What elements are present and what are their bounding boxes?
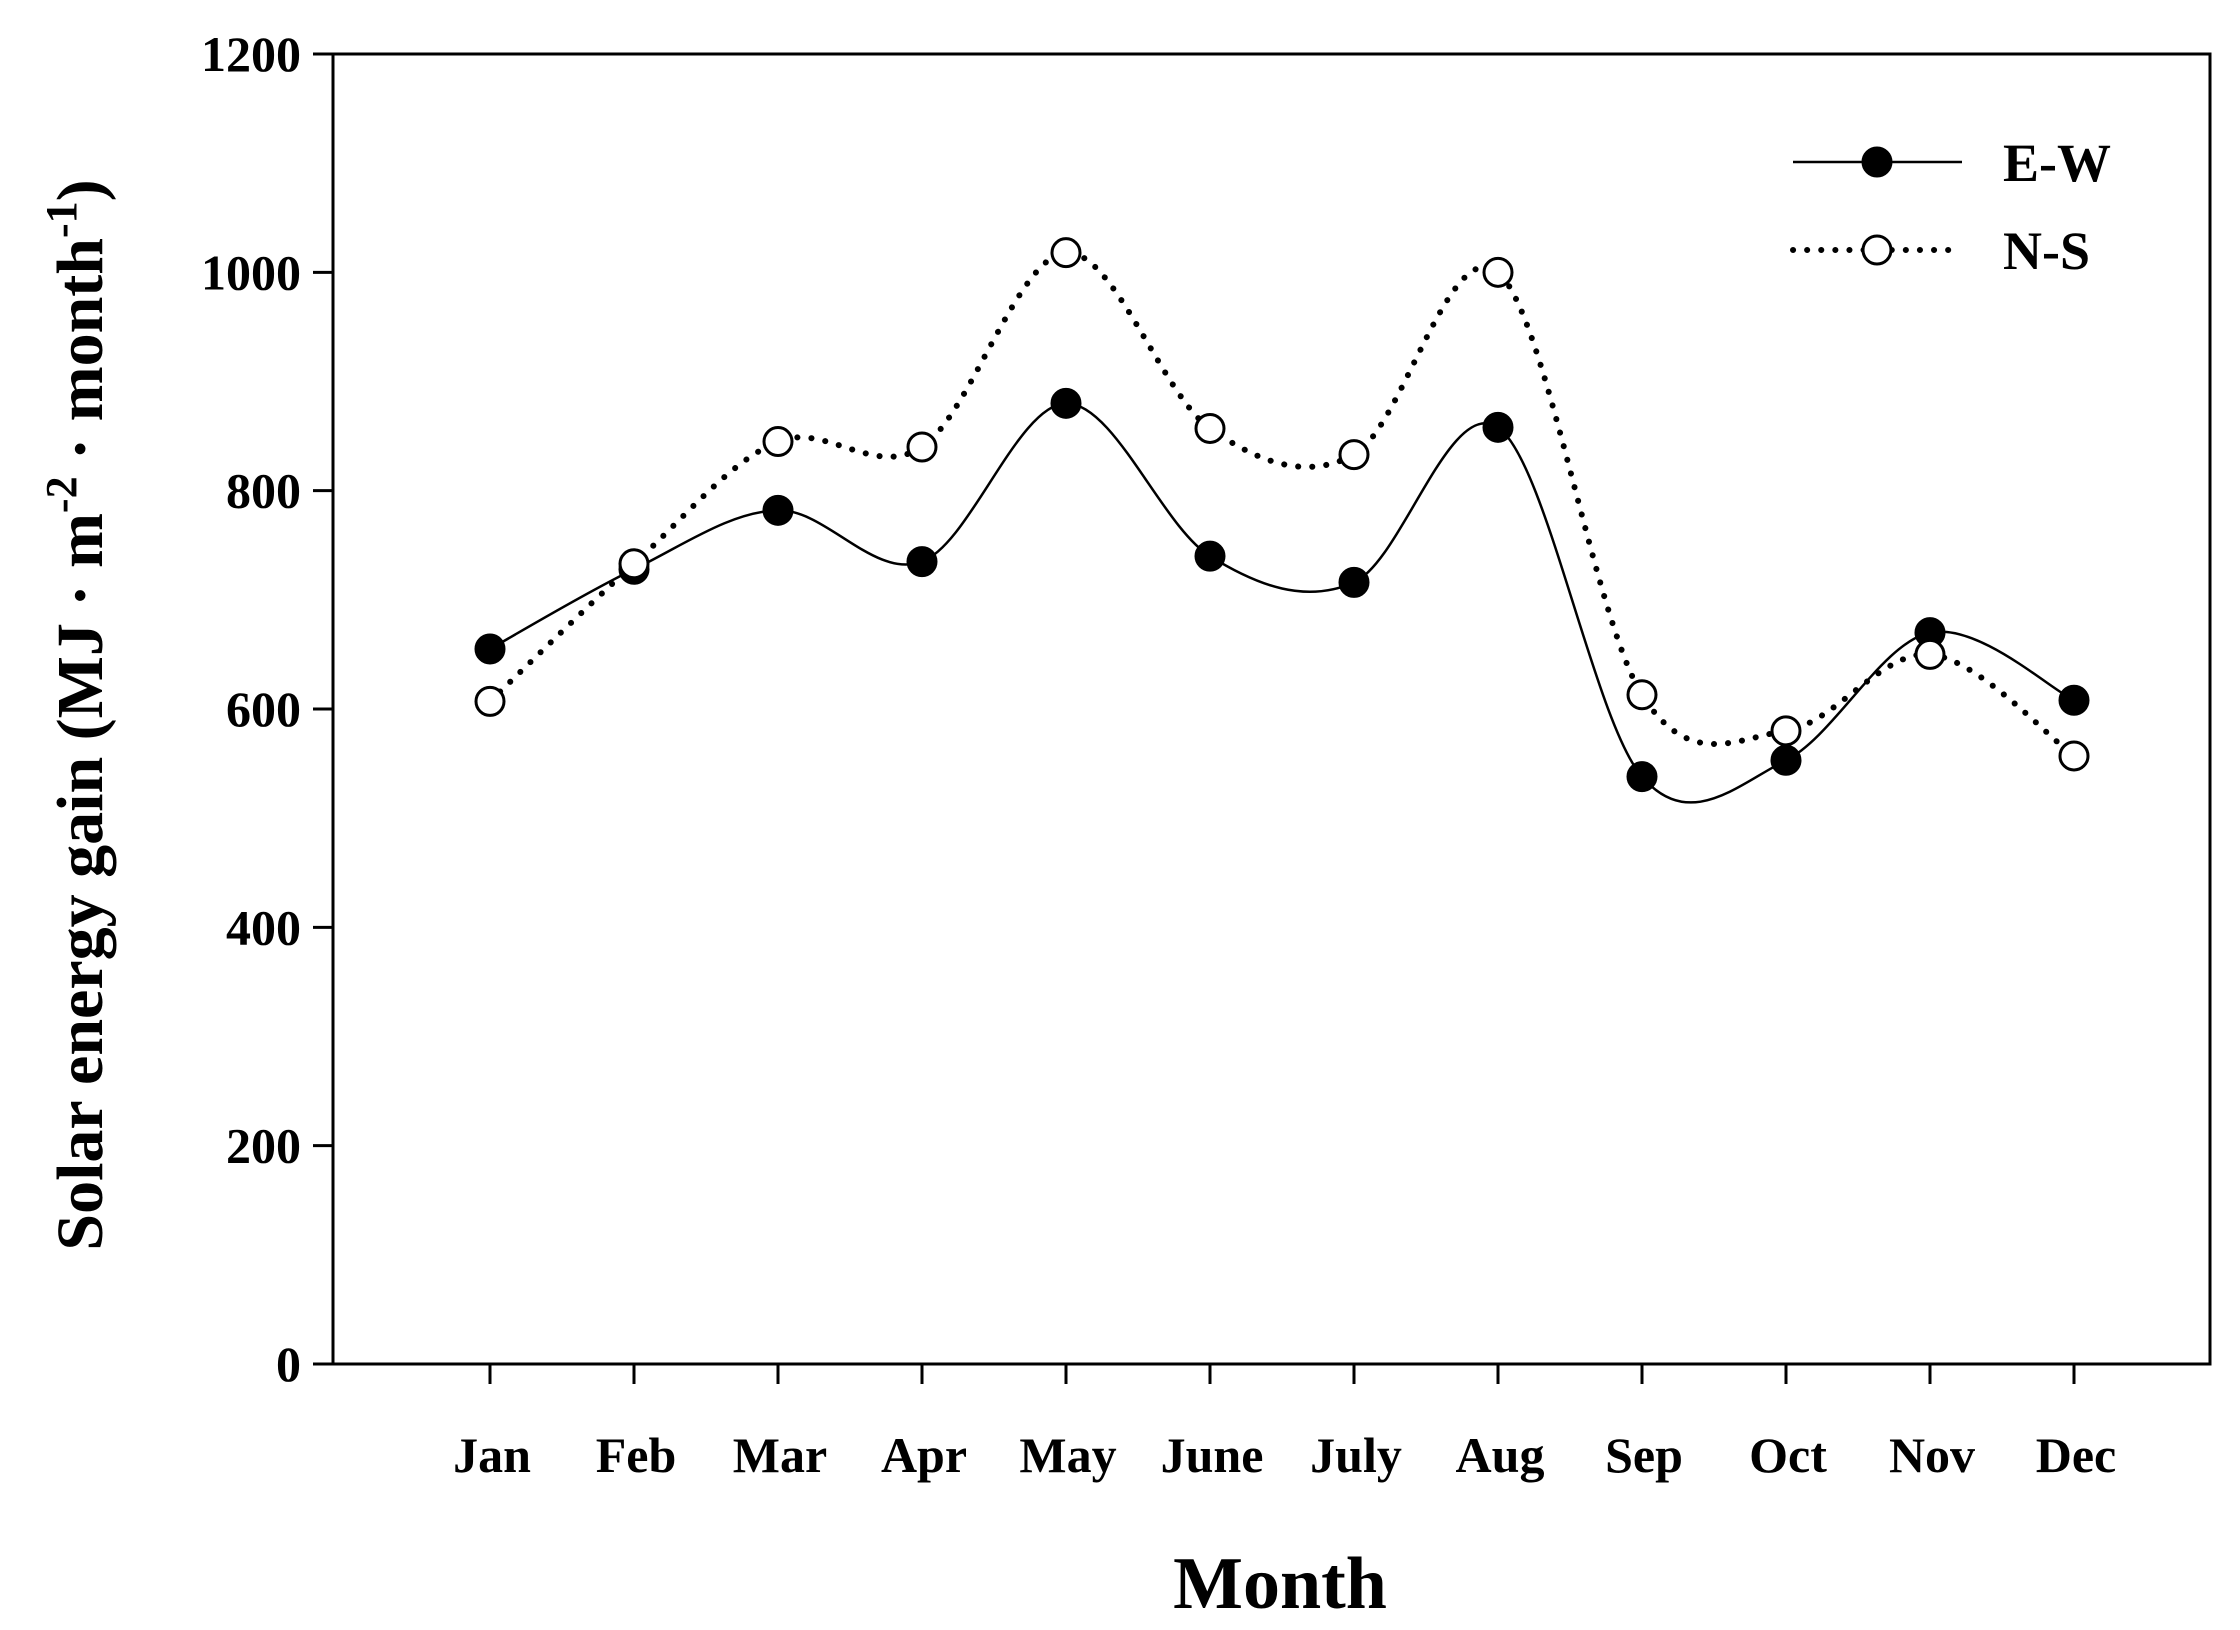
y-tick-label-6: 1200	[201, 26, 301, 82]
point-ns-mar	[762, 426, 794, 458]
y-axis-title: Solar energy gain (MJ · m-2 · month-1)	[37, 179, 117, 1250]
x-axis-title: Month	[1173, 1543, 1387, 1625]
series-ew	[474, 387, 2090, 804]
y-tick-label-4: 800	[226, 463, 301, 519]
legend: E-W N-S	[1790, 133, 2111, 281]
point-ns-july	[1338, 439, 1370, 471]
point-ns-apr	[906, 431, 938, 463]
x-tick-label-5: June	[1161, 1427, 1264, 1483]
x-tick-label-1: Feb	[596, 1427, 677, 1483]
point-ns-oct	[1770, 715, 1802, 747]
x-tick-label-9: Oct	[1749, 1427, 1827, 1483]
x-tick-label-3: Apr	[881, 1427, 967, 1483]
point-ew-apr	[906, 546, 938, 578]
point-ew-dec	[2058, 684, 2090, 716]
x-tick-label-10: Nov	[1889, 1427, 1975, 1483]
y-tick-label-3: 600	[226, 681, 301, 737]
point-ns-dec	[2058, 740, 2090, 772]
point-ew-june	[1194, 540, 1226, 572]
point-ns-aug	[1482, 256, 1514, 288]
legend-marker-ns	[1861, 234, 1893, 266]
y-tick-label-5: 1000	[201, 244, 301, 300]
point-ew-jan	[474, 633, 506, 665]
y-axis-title-main: Solar energy gain (MJ · m	[44, 513, 117, 1251]
legend-label-ew: E-W	[2003, 133, 2111, 193]
point-ns-jan	[474, 685, 506, 717]
series-layer	[474, 237, 2090, 804]
point-ew-mar	[762, 494, 794, 526]
point-ns-may	[1050, 237, 1082, 269]
point-ew-oct	[1770, 744, 1802, 776]
series-ns	[474, 237, 2090, 772]
plot-area	[331, 52, 2212, 1366]
plot-border	[331, 52, 2212, 1366]
y-tick-label-2: 400	[226, 899, 301, 955]
y-tick-label-0: 0	[276, 1336, 301, 1392]
y-tick-label-1: 200	[226, 1118, 301, 1174]
x-tick-label-11: Dec	[2036, 1427, 2117, 1483]
y-axis: 0 200 400 600 800 1000 1200	[201, 26, 333, 1392]
point-ns-sep	[1626, 679, 1658, 711]
x-axis: Jan Feb Mar Apr May June July Aug Sep Oct Nov Dec	[453, 1364, 2116, 1483]
x-tick-label-2: Mar	[733, 1427, 827, 1483]
y-axis-title-end: )	[44, 179, 117, 201]
point-ns-nov	[1914, 638, 1946, 670]
y-axis-title-mid: · month	[44, 238, 117, 476]
legend-label-ns: N-S	[2003, 221, 2090, 281]
y-axis-title-exp1: -2	[37, 476, 86, 513]
y-axis-title-exp2: -1	[37, 201, 86, 238]
point-ew-july	[1338, 566, 1370, 598]
x-tick-label-8: Sep	[1605, 1427, 1683, 1483]
point-ns-feb	[618, 548, 650, 580]
point-ew-sep	[1626, 761, 1658, 793]
x-tick-label-6: July	[1310, 1427, 1402, 1483]
point-ns-june	[1194, 412, 1226, 444]
x-tick-label-0: Jan	[453, 1427, 531, 1483]
series-line-ns	[487, 249, 2077, 759]
legend-marker-ew	[1861, 146, 1893, 178]
point-ew-may	[1050, 387, 1082, 419]
point-ew-aug	[1482, 411, 1514, 443]
x-tick-label-4: May	[1019, 1427, 1116, 1483]
x-tick-label-7: Aug	[1456, 1427, 1545, 1483]
